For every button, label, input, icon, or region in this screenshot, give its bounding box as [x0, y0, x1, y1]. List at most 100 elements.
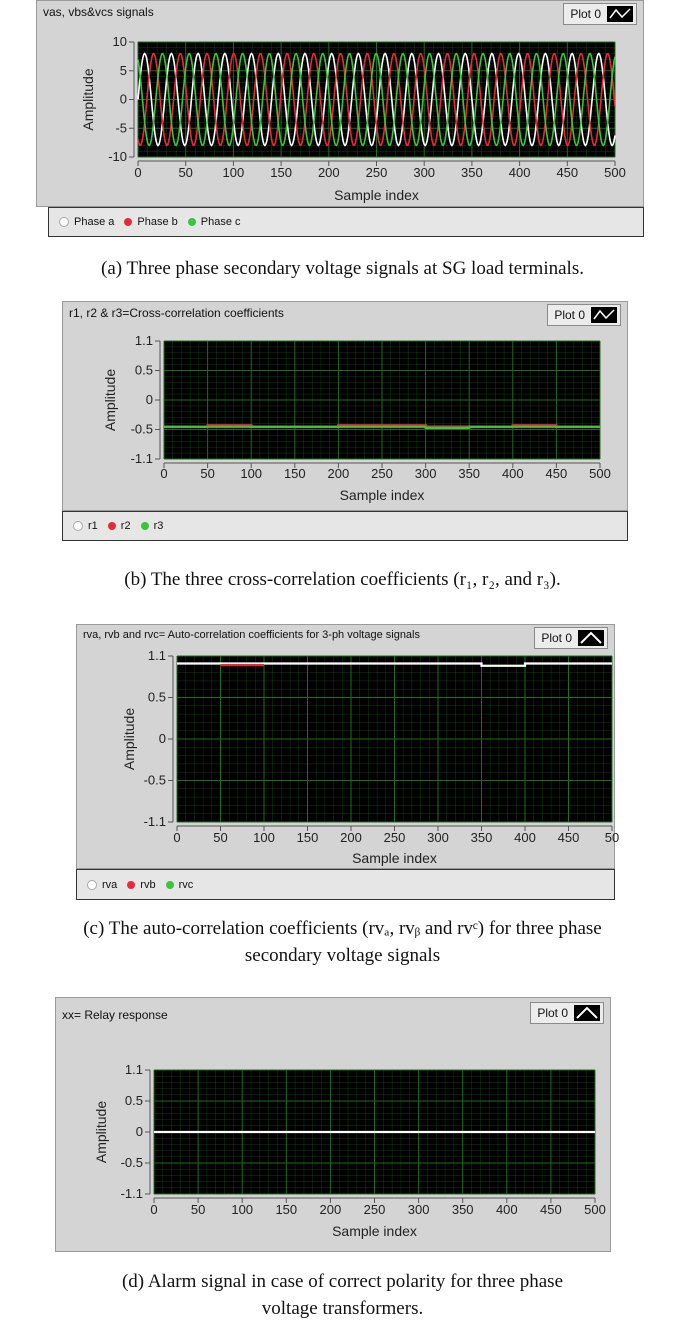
y-tick-label: -1.1 — [121, 1186, 143, 1201]
legend-label: Phase a — [74, 216, 115, 228]
y-tick-label: 0 — [120, 92, 127, 107]
caption-c-line2: secondary voltage signals — [244, 945, 441, 966]
legend-item: r1 — [73, 520, 98, 532]
x-tick-label: 350 — [458, 466, 480, 481]
y-tick-label: 0 — [159, 731, 166, 746]
legend-label: rvb — [140, 878, 156, 891]
plot-button-label: Plot 0 — [554, 308, 585, 322]
plot-legend-button[interactable]: Plot 0 — [534, 627, 608, 649]
x-tick-label: 500 — [584, 1202, 606, 1217]
plot-button-label: Plot 0 — [537, 1006, 568, 1020]
caption-a: (a) Three phase secondary voltage signal… — [101, 258, 584, 279]
chart-title: rva, rvb and rvc= Auto-correlation coeff… — [83, 629, 420, 641]
y-tick-label: 0 — [146, 392, 153, 407]
chart-title: vas, vbs&vcs signals — [43, 5, 154, 19]
legend-label: rva — [102, 878, 118, 891]
y-tick-label: -1.1 — [144, 814, 166, 829]
plot-line-icon — [607, 6, 633, 22]
legend-item: Phase c — [187, 216, 241, 228]
plot-legend-button[interactable]: Plot 0 — [563, 3, 637, 25]
x-tick-label: 150 — [275, 1202, 297, 1217]
x-tick-label: 0 — [160, 466, 167, 481]
x-tick-label: 450 — [540, 1202, 562, 1217]
x-tick-label: 150 — [270, 165, 292, 180]
x-tick-label: 0 — [134, 165, 141, 180]
x-tick-label: 50 — [178, 165, 192, 180]
legend-label: r3 — [153, 520, 164, 532]
legend-b: r1 r2 r3 — [62, 511, 628, 541]
x-tick-label: 50 — [213, 830, 227, 845]
y-axis-title: Amplitude — [93, 1101, 109, 1163]
legend-dot — [73, 521, 83, 531]
caption-d: (d) Alarm signal in case of correct pola… — [0, 1268, 685, 1322]
chart-c: 0 50 100 150 200 250 300 350 400 450 50 1.1 0.5 0 -0.5… — [121, 648, 619, 866]
legend-item: rva — [87, 879, 117, 891]
x-tick-label: 400 — [514, 830, 536, 845]
x-tick-label: 100 — [253, 830, 275, 845]
plot-legend-button[interactable]: Plot 0 — [547, 304, 621, 326]
plot-button-label: Plot 0 — [570, 7, 601, 21]
x-tick-label: 150 — [284, 466, 306, 481]
y-axis-title: Amplitude — [102, 369, 118, 431]
y-tick-label: -5 — [115, 120, 127, 135]
legend-label: r1 — [88, 520, 98, 532]
legend-item: Phase a — [59, 216, 114, 228]
x-axis-title: Sample index — [334, 187, 419, 203]
plot-peak-icon — [578, 630, 604, 646]
chart-d: 0 50 100 150 200 250 300 350 400 450 500 1.1 0.5 0 -0.… — [93, 1062, 606, 1239]
x-tick-label: 300 — [427, 830, 449, 845]
legend-dot — [187, 218, 196, 226]
x-tick-label: 250 — [366, 165, 388, 180]
x-tick-label: 250 — [364, 1202, 386, 1217]
legend-dot — [87, 879, 97, 890]
legend-dot — [124, 218, 133, 226]
y-tick-label: 0 — [136, 1124, 143, 1139]
y-tick-label: 0.5 — [148, 690, 166, 705]
chart-a: 0 50 100 150 200 250 300 350 400 450 5001050-5-10S… — [80, 34, 626, 203]
series-line — [177, 662, 612, 667]
y-tick-label: 1.1 — [125, 1062, 143, 1077]
x-tick-label: 300 — [415, 466, 437, 481]
caption-c: (c) The auto-correlation coefficients (r… — [0, 915, 685, 969]
x-tick-label: 0 — [150, 1202, 157, 1217]
y-tick-label: -10 — [108, 149, 127, 164]
x-tick-label: 50 — [191, 1202, 205, 1217]
x-tick-label: 450 — [556, 165, 578, 180]
legend-label: r2 — [120, 520, 131, 532]
caption-d-line1: (d) Alarm signal in case of correct pola… — [121, 1271, 564, 1292]
chart-title: r1, r2 & r3=Cross-correlation coefficien… — [69, 306, 284, 320]
caption-b: (b) The three cross-correlation coeffici… — [124, 569, 561, 590]
series-line — [137, 52, 616, 147]
legend-dot — [140, 522, 149, 530]
plot-legend-button[interactable]: Plot 0 — [530, 1002, 604, 1024]
x-tick-label: 450 — [546, 466, 568, 481]
y-tick-label: -1.1 — [131, 451, 153, 466]
x-tick-label: 200 — [328, 466, 350, 481]
y-axis-title: Amplitude — [80, 68, 96, 130]
y-tick-label: 1.1 — [135, 333, 153, 348]
x-tick-label: 200 — [340, 830, 362, 845]
x-tick-label: 350 — [452, 1202, 474, 1217]
x-tick-label: 400 — [502, 466, 524, 481]
x-tick-label: 200 — [318, 165, 340, 180]
y-tick-label: 0.5 — [135, 363, 153, 378]
caption-c-line1: (c) The auto-correlation coefficients (r… — [83, 918, 602, 939]
x-tick-label: 300 — [408, 1202, 430, 1217]
legend-item: Phase b — [124, 216, 178, 228]
legend-label: Phase b — [137, 216, 178, 228]
y-tick-label: -0.5 — [131, 422, 153, 437]
x-tick-label: 350 — [471, 830, 493, 845]
y-tick-label: 10 — [113, 34, 127, 49]
x-tick-label: 200 — [320, 1202, 342, 1217]
x-tick-label: 500 — [589, 466, 611, 481]
legend-c: rva rvb rvc — [76, 869, 615, 900]
legend-label: Phase c — [200, 216, 241, 228]
legend-item: rvb — [127, 878, 156, 891]
legend-item: r3 — [140, 520, 164, 532]
x-tick-label: 250 — [371, 466, 393, 481]
x-tick-label: 350 — [461, 165, 483, 180]
legend-dot — [59, 217, 69, 227]
legend-dot — [127, 880, 136, 889]
legend-dot — [107, 522, 116, 530]
x-tick-label: 50 — [605, 830, 619, 845]
